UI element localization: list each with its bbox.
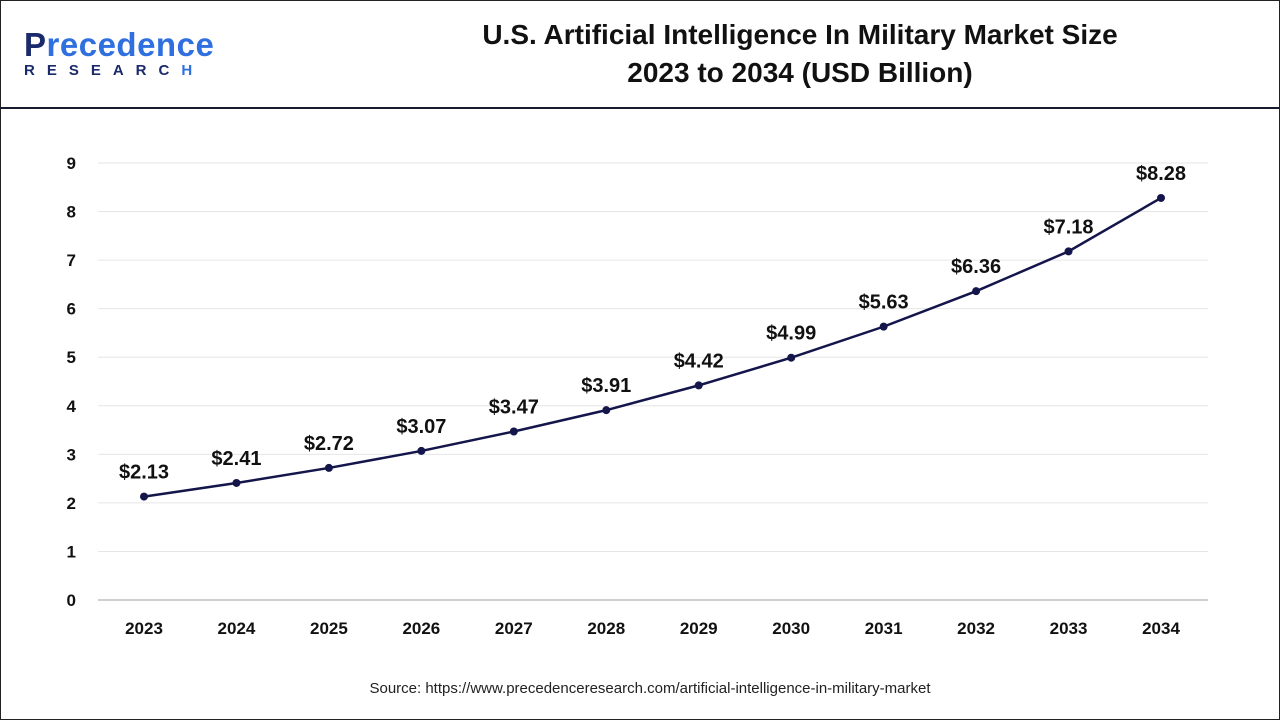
header: Precedence RESEARCH U.S. Artificial Inte… (0, 0, 1280, 109)
data-point (602, 406, 611, 415)
data-point (1064, 247, 1073, 256)
y-tick-label: 9 (67, 154, 76, 173)
y-tick-label: 0 (67, 591, 76, 610)
x-tick-label: 2031 (865, 619, 903, 638)
data-label: $4.99 (766, 323, 816, 345)
data-label: $5.63 (859, 292, 909, 314)
source-note: Source: https://www.precedenceresearch.c… (369, 680, 931, 697)
y-tick-label: 1 (67, 542, 76, 561)
data-label: $2.13 (119, 462, 169, 484)
x-tick-label: 2023 (125, 619, 163, 638)
data-point (417, 446, 426, 455)
title-line-2: 2023 to 2034 (USD Billion) (627, 57, 973, 88)
data-label: $3.07 (396, 416, 446, 438)
x-tick-label: 2029 (680, 619, 718, 638)
y-tick-label: 3 (67, 445, 76, 464)
data-label: $2.72 (304, 433, 354, 455)
data-label: $7.18 (1044, 216, 1094, 238)
data-point (232, 478, 241, 487)
data-point (694, 381, 703, 390)
data-point (972, 287, 981, 296)
data-label: $4.42 (674, 350, 724, 372)
data-point (787, 353, 796, 362)
data-label: $2.41 (211, 448, 261, 470)
x-tick-label: 2030 (772, 619, 810, 638)
y-tick-label: 2 (67, 494, 76, 513)
data-label: $3.47 (489, 397, 539, 419)
data-point (879, 322, 888, 331)
x-tick-label: 2025 (310, 619, 348, 638)
title-line-1: U.S. Artificial Intelligence In Military… (482, 19, 1118, 50)
x-tick-label: 2027 (495, 619, 533, 638)
x-tick-label: 2026 (402, 619, 440, 638)
data-point (140, 492, 148, 501)
precedence-research-logo: Precedence RESEARCH (24, 26, 215, 80)
data-point (1157, 193, 1165, 202)
series-line (143, 196, 1162, 498)
y-tick-label: 5 (67, 348, 76, 367)
x-tick-label: 2034 (1142, 619, 1180, 638)
data-label: $8.28 (1136, 163, 1186, 185)
y-tick-label: 6 (67, 300, 76, 319)
data-point (509, 427, 518, 436)
chart-title: U.S. Artificial Intelligence In Military… (300, 16, 1280, 92)
data-label: $6.36 (951, 256, 1001, 278)
y-tick-label: 7 (67, 251, 76, 270)
y-tick-label: 8 (67, 203, 76, 222)
x-tick-label: 2033 (1050, 619, 1088, 638)
x-tick-label: 2024 (218, 619, 256, 638)
y-tick-label: 4 (67, 397, 77, 416)
x-tick-label: 2032 (957, 619, 995, 638)
data-point (324, 463, 333, 472)
x-tick-label: 2028 (587, 619, 625, 638)
data-label: $3.91 (581, 375, 631, 397)
